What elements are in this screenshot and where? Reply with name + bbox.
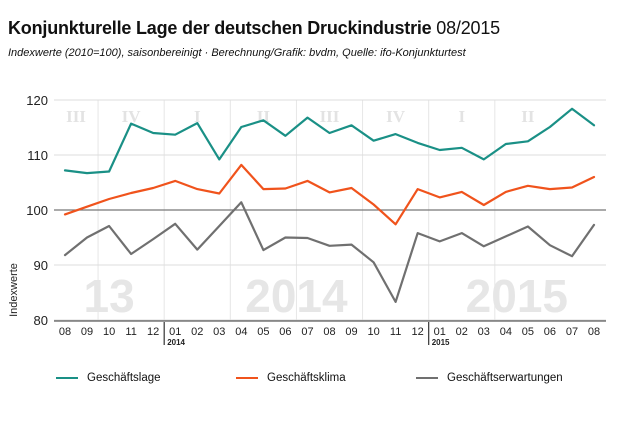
year-label: 2015 xyxy=(432,338,450,347)
title-date: 08/2015 xyxy=(436,18,500,38)
legend-item-geschaeftsklima: Geschäftsklima xyxy=(236,372,346,384)
quarter-label: I xyxy=(458,107,465,126)
x-tick-label: 02 xyxy=(191,326,203,338)
x-tick-label: 11 xyxy=(125,326,136,338)
x-tick-label: 12 xyxy=(147,326,159,338)
background-year-label: 13 xyxy=(83,270,134,322)
y-tick-label: 100 xyxy=(26,203,48,218)
chart-title: Konjunkturelle Lage der deutschen Drucki… xyxy=(8,18,500,39)
y-tick-label: 110 xyxy=(27,148,48,163)
x-tick-label: 09 xyxy=(81,326,93,338)
x-tick-label: 01 xyxy=(169,326,181,338)
legend-swatch-geschaeftslage xyxy=(56,377,78,379)
x-tick-label: 12 xyxy=(412,326,424,338)
x-tick-label: 10 xyxy=(367,326,379,338)
year-label: 2014 xyxy=(167,338,185,347)
series-line-1 xyxy=(63,163,596,226)
x-tick-label: 08 xyxy=(323,326,335,338)
chart-subtitle: Indexwerte (2010=100), saisonbereinigt ·… xyxy=(8,47,466,59)
x-tick-label: 06 xyxy=(544,326,556,338)
title-text: Konjunkturelle Lage der deutschen Drucki… xyxy=(8,18,432,38)
legend-swatch-geschaeftserwartungen xyxy=(416,377,438,379)
y-axis-label: Indexwerte xyxy=(8,263,20,317)
quarter-label: II xyxy=(521,107,535,126)
series-line-2 xyxy=(63,201,596,303)
y-tick-label: 120 xyxy=(26,93,48,108)
x-tick-label: 05 xyxy=(257,326,269,338)
x-tick-label: 02 xyxy=(456,326,468,338)
x-tick-label: 06 xyxy=(279,326,291,338)
legend-item-geschaeftslage: Geschäftslage xyxy=(56,372,161,384)
x-tick-label: 01 xyxy=(434,326,446,338)
quarter-label: III xyxy=(66,107,86,126)
x-tick-label: 11 xyxy=(390,326,401,338)
quarter-label: IV xyxy=(386,107,406,126)
y-tick-label: 80 xyxy=(34,313,48,328)
x-tick-label: 07 xyxy=(301,326,313,338)
x-tick-label: 04 xyxy=(500,326,512,338)
legend-label-geschaeftsklima: Geschäftsklima xyxy=(267,372,346,384)
x-tick-label: 09 xyxy=(345,326,357,338)
x-tick-label: 10 xyxy=(103,326,115,338)
x-tick-label: 04 xyxy=(235,326,247,338)
quarter-label: I xyxy=(194,107,201,126)
legend-label-geschaeftslage: Geschäftslage xyxy=(87,372,161,384)
y-tick-label: 90 xyxy=(34,258,48,273)
x-tick-label: 03 xyxy=(213,326,225,338)
quarter-label: III xyxy=(320,107,340,126)
series-line-0 xyxy=(63,107,596,175)
legend-label-geschaeftserwartungen: Geschäftserwartungen xyxy=(447,372,563,384)
x-tick-label: 08 xyxy=(59,326,71,338)
x-tick-label: 03 xyxy=(478,326,490,338)
x-tick-label: 08 xyxy=(588,326,600,338)
quarter-label: IV xyxy=(122,107,142,126)
legend-item-geschaeftserwartungen: Geschäftserwartungen xyxy=(416,372,563,384)
background-year-label: 2015 xyxy=(466,270,568,322)
legend-swatch-geschaeftsklima xyxy=(236,377,258,379)
x-tick-label: 05 xyxy=(522,326,534,338)
x-tick-label: 07 xyxy=(566,326,578,338)
